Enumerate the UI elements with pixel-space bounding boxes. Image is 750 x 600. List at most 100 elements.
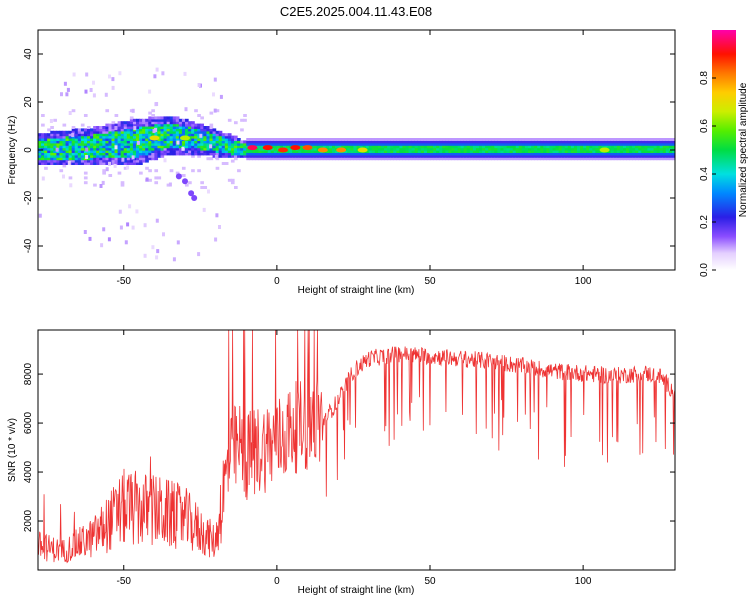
spectrogram-cell (200, 123, 204, 127)
spectrogram-cell (619, 140, 624, 144)
spectrogram-cell (74, 135, 79, 139)
spectrogram-cell (430, 157, 434, 161)
spectrogram-cell (659, 157, 664, 161)
spectrogram-cell (512, 145, 517, 149)
spectrogram-cell (154, 142, 159, 146)
spectrogram-cell (561, 152, 566, 156)
spectrogram-cell (325, 138, 330, 141)
spectrogram-cell (632, 157, 636, 161)
spectrogram-cell (494, 152, 498, 156)
spectrogram-cell (555, 145, 560, 149)
spectrogram-cell (509, 145, 514, 149)
spectrogram-cell (129, 116, 134, 120)
spectrogram-cell (322, 157, 327, 161)
spectrogram-cell (328, 140, 333, 144)
spectrogram-cell (157, 145, 162, 149)
spectrogram-cell (181, 152, 186, 156)
spectrogram-cell (80, 133, 85, 137)
spectrogram-cell (206, 135, 211, 139)
spectrogram-cell (279, 157, 284, 161)
spectrogram-cell (573, 142, 578, 146)
spectrogram-cell (154, 126, 159, 129)
spectrogram-cell (540, 142, 544, 146)
spectrogram-cell (610, 140, 615, 144)
spectrogram-cell (234, 135, 238, 139)
spectrogram-cell (332, 145, 336, 149)
spectrogram-cell (644, 152, 649, 156)
spectrogram-cell (74, 130, 79, 134)
spectrogram-cell (120, 121, 125, 125)
spectrogram-speckle (207, 189, 210, 194)
spectrogram-cell (221, 138, 226, 141)
spectrogram-cell (261, 138, 266, 141)
spectrogram-cell (286, 147, 290, 151)
spectrogram-cell (117, 157, 122, 161)
spectrogram-cell (166, 183, 171, 187)
spectrogram-cell (289, 142, 293, 146)
spectrogram-cell (221, 152, 226, 156)
spectrogram-cell (570, 150, 575, 153)
spectrogram-cell (157, 118, 162, 122)
spectrogram-cell (154, 116, 159, 120)
spectrogram-cell (71, 142, 76, 146)
spectrogram-cell (564, 147, 569, 151)
spectrogram-speckle (126, 222, 130, 227)
spectrogram-cell (466, 145, 471, 149)
spectrogram-speckle (154, 128, 158, 132)
spectrogram-cell (90, 154, 94, 158)
spectrogram-cell (191, 123, 195, 127)
spectrogram-cell (286, 154, 290, 158)
spectrogram-speckle (66, 87, 70, 92)
spectrogram-cell (353, 152, 358, 156)
spectrogram-cell (595, 138, 600, 141)
spectrogram-cell (90, 150, 94, 153)
spectrogram-cell (475, 145, 480, 149)
spectrogram-cell (341, 145, 345, 149)
spectrogram-cell (295, 157, 299, 161)
spectrogram-cell (335, 152, 339, 156)
spectrogram-cell (564, 140, 569, 144)
spectrogram-cell (549, 138, 554, 141)
spectrogram-cell (543, 147, 547, 151)
spectrogram-cell (132, 147, 137, 151)
spectrogram-cell (549, 140, 554, 144)
spectrogram-cell (157, 126, 162, 129)
spectrogram-cell (463, 154, 468, 158)
spectrogram-cell (509, 147, 514, 151)
spectrogram-cell (659, 147, 664, 151)
spectrogram-cell (83, 159, 88, 163)
spectrogram-cell (123, 157, 128, 161)
spectrogram-cell (83, 176, 88, 180)
spectrogram-cell (258, 150, 263, 153)
spectrogram-cell (62, 145, 67, 149)
spectrogram-cell (41, 150, 45, 153)
spectrogram-cell (638, 145, 642, 149)
spectrogram-cell (629, 142, 633, 146)
spectrogram-cell (212, 138, 217, 141)
spectrogram-cell (534, 147, 538, 151)
spectrogram-cell (96, 138, 100, 141)
spectrogram-cell (494, 142, 498, 146)
spectrogram-cell (111, 150, 116, 153)
spectrogram-cell (44, 135, 48, 139)
spectrogram-cell (283, 142, 287, 146)
spectrogram-cell (411, 145, 416, 149)
spectrogram-cell (482, 142, 486, 146)
spectrogram-cell (384, 142, 388, 146)
spectrogram-cell (316, 145, 321, 149)
spectrogram-cell (105, 126, 110, 129)
spectrogram-cell (255, 150, 260, 153)
spectrogram-cell (178, 145, 183, 149)
spectrogram-cell (647, 142, 652, 146)
spectrogram-cell (374, 152, 379, 156)
spectrogram-cell (145, 121, 149, 125)
spectrogram-cell (148, 140, 152, 144)
spectrogram-cell (136, 154, 140, 158)
spectrogram-cell (644, 147, 649, 151)
spectrogram-speckle (126, 165, 130, 170)
spectrogram-cell (224, 133, 229, 137)
spectrogram-cell (289, 154, 293, 158)
spectrogram-cell (442, 150, 446, 153)
spectrogram-speckle (65, 92, 69, 97)
spectrogram-cell (531, 152, 535, 156)
